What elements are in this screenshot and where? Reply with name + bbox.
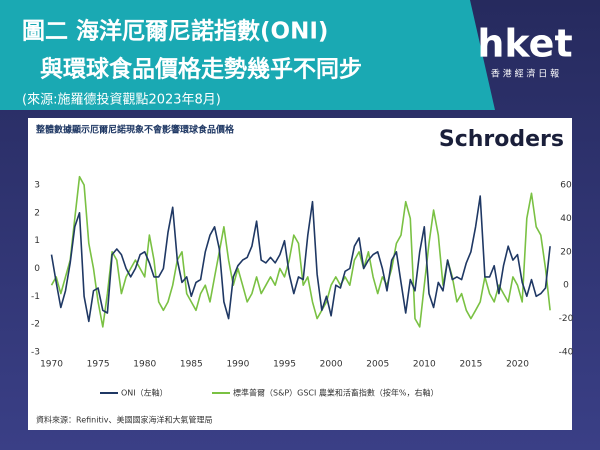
legend-label: 標準普爾（S&P）GSCI 農業和活畜指數（按年%，右軸） (233, 388, 439, 398)
x-tick-label: 1980 (133, 360, 156, 370)
title-line: 與環球食品價格走勢幾乎不同步 (40, 56, 362, 83)
y2-tick-label: -20 (559, 314, 574, 324)
y2-tick-label: 20 (560, 247, 572, 257)
subtitle: (來源:施羅德投資觀點2023年8月) (22, 92, 221, 108)
logo-sub: 香 港 經 濟 日 報 (491, 68, 559, 80)
y-tick-label: 1 (34, 236, 40, 246)
y2-tick-label: -40 (559, 348, 574, 358)
y-tick-label: -2 (31, 320, 40, 330)
y-tick-label: -1 (31, 292, 40, 302)
x-tick-label: 2005 (366, 360, 389, 370)
y-tick-label: -3 (31, 348, 40, 358)
logo: hket (477, 22, 572, 66)
source-note: 資料來源：Refinitiv、美國國家海洋和大氣管理局 (36, 415, 213, 425)
x-tick-label: 2010 (413, 360, 436, 370)
y-tick-label: 2 (34, 208, 40, 218)
x-tick-label: 2020 (506, 360, 529, 370)
y2-tick-label: 0 (563, 281, 569, 291)
x-tick-label: 1985 (180, 360, 203, 370)
title-banner (0, 0, 495, 110)
title-line: 圖二 海洋厄爾尼諾指數(ONI) (22, 18, 328, 45)
series-line (50, 195, 551, 323)
x-tick-label: 1970 (40, 360, 63, 370)
y-tick-label: 3 (34, 181, 40, 191)
y-tick-label: 0 (34, 264, 40, 274)
x-tick-label: 1990 (226, 360, 249, 370)
x-tick-label: 1975 (87, 360, 110, 370)
x-tick-label: 1995 (273, 360, 296, 370)
x-tick-label: 2000 (320, 360, 343, 370)
series-line (50, 175, 551, 328)
legend-label: ONI（左軸） (121, 388, 168, 398)
chart-title: 整體數據顯示厄爾尼諾現象不會影響環球食品價格 (35, 124, 235, 136)
brand: Schroders (439, 127, 564, 152)
x-tick-label: 2015 (459, 360, 482, 370)
y2-tick-label: 60 (560, 181, 572, 191)
y2-tick-label: 40 (560, 214, 572, 224)
